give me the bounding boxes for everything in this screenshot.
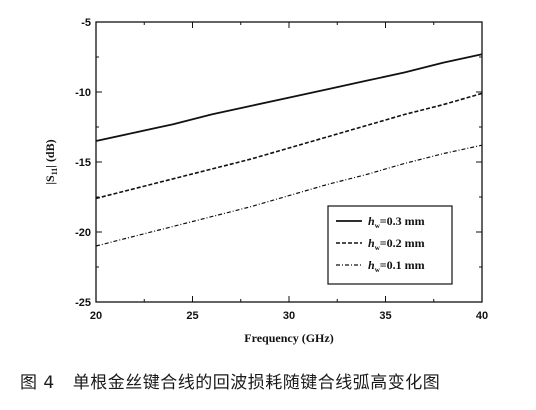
legend-label-rest: =0.2 mm [380, 236, 425, 250]
line-chart: 20 25 30 35 40 -25 -20 -15 -10 -5 Frequency (GHz) |… [43, 17, 488, 345]
legend-label-3: hw=0.1 mm [368, 258, 425, 274]
axes: 20 25 30 35 40 -25 -20 -15 -10 -5 Frequency (GHz) |… [43, 17, 488, 345]
x-tick-label: 20 [90, 310, 102, 322]
x-tick-label: 30 [283, 310, 295, 322]
plot-area [95, 53, 483, 247]
legend-box [327, 205, 453, 285]
x-tick-label: 40 [476, 310, 488, 322]
y-tick-label: -10 [75, 87, 91, 99]
y-axis-title-sub: 11 [50, 168, 59, 176]
legend-label-2: hw=0.2 mm [368, 236, 425, 252]
legend-label-sub: w [375, 266, 381, 274]
y-axis-title-main: |S [43, 175, 57, 185]
legend-label-sub: w [375, 244, 381, 252]
legend-label-sub: w [375, 222, 381, 230]
series-line-1 [95, 53, 483, 142]
y-tick-label: -5 [81, 17, 91, 29]
y-tick-label: -25 [75, 297, 91, 309]
series-line-3 [95, 144, 483, 247]
figure-number: 图 4 [20, 373, 55, 393]
y-tick-label: -20 [75, 227, 91, 239]
x-tick-label: 25 [186, 310, 198, 322]
x-axis-title: Frequency (GHz) [244, 331, 333, 345]
legend-label-rest: =0.3 mm [380, 214, 425, 228]
legend-label-main: h [368, 258, 375, 272]
legend-label-main: h [368, 214, 375, 228]
legend-label-1: hw=0.3 mm [368, 214, 425, 230]
series-line-2 [95, 92, 483, 200]
legend-label-main: h [368, 236, 375, 250]
y-axis-title-end: | (dB) [43, 139, 57, 167]
figure-caption-text: 单根金丝键合线的回波损耗随键合线弧高变化图 [72, 373, 441, 393]
legend-label-rest: =0.1 mm [380, 258, 425, 272]
y-tick-label: -15 [75, 157, 91, 169]
y-axis-title: |S11| (dB) [43, 139, 59, 184]
figure-caption: 图 4 单根金丝键合线的回波损耗随键合线弧高变化图 [20, 368, 520, 393]
x-tick-label: 35 [379, 310, 391, 322]
